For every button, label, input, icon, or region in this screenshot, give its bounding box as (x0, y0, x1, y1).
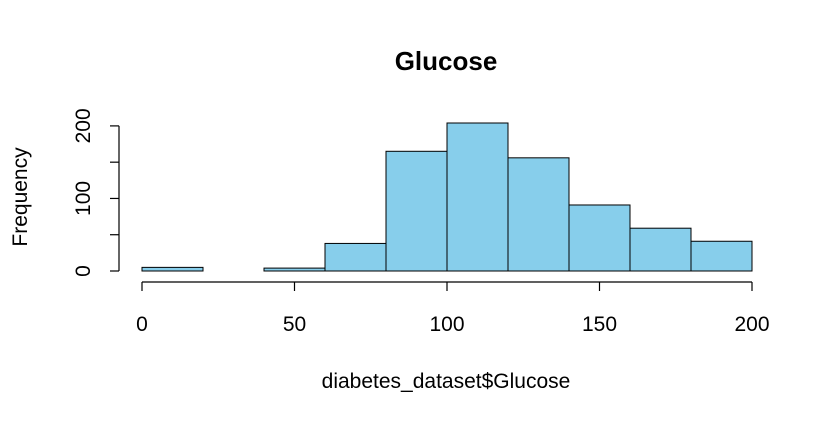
histogram-bar (324, 242, 387, 272)
histogram-bar (690, 240, 753, 272)
y-tick-label: 200 (72, 108, 95, 143)
x-tick-label: 150 (582, 313, 617, 336)
x-tick-label: 100 (429, 313, 464, 336)
y-tick-label: 0 (72, 265, 95, 277)
x-axis-label: diabetes_dataset$Glucose (322, 370, 571, 393)
histogram-bar (385, 150, 448, 272)
bars-group (141, 122, 753, 272)
x-tick-label: 0 (136, 313, 148, 336)
chart-title: Glucose (395, 46, 498, 76)
x-tick-label: 200 (734, 313, 769, 336)
y-axis-label: Frequency (9, 147, 32, 247)
histogram-bar (263, 267, 326, 272)
x-tick-label: 50 (283, 313, 306, 336)
histogram-bar (507, 157, 570, 272)
histogram-bar (629, 227, 692, 272)
histogram-bar (568, 204, 631, 272)
y-tick-label: 100 (72, 181, 95, 216)
histogram-bar (141, 266, 204, 272)
y-axis: 0 100 200 (72, 108, 120, 277)
x-axis: 0 50 100 150 200 (136, 281, 770, 336)
histogram-bar (446, 122, 509, 272)
